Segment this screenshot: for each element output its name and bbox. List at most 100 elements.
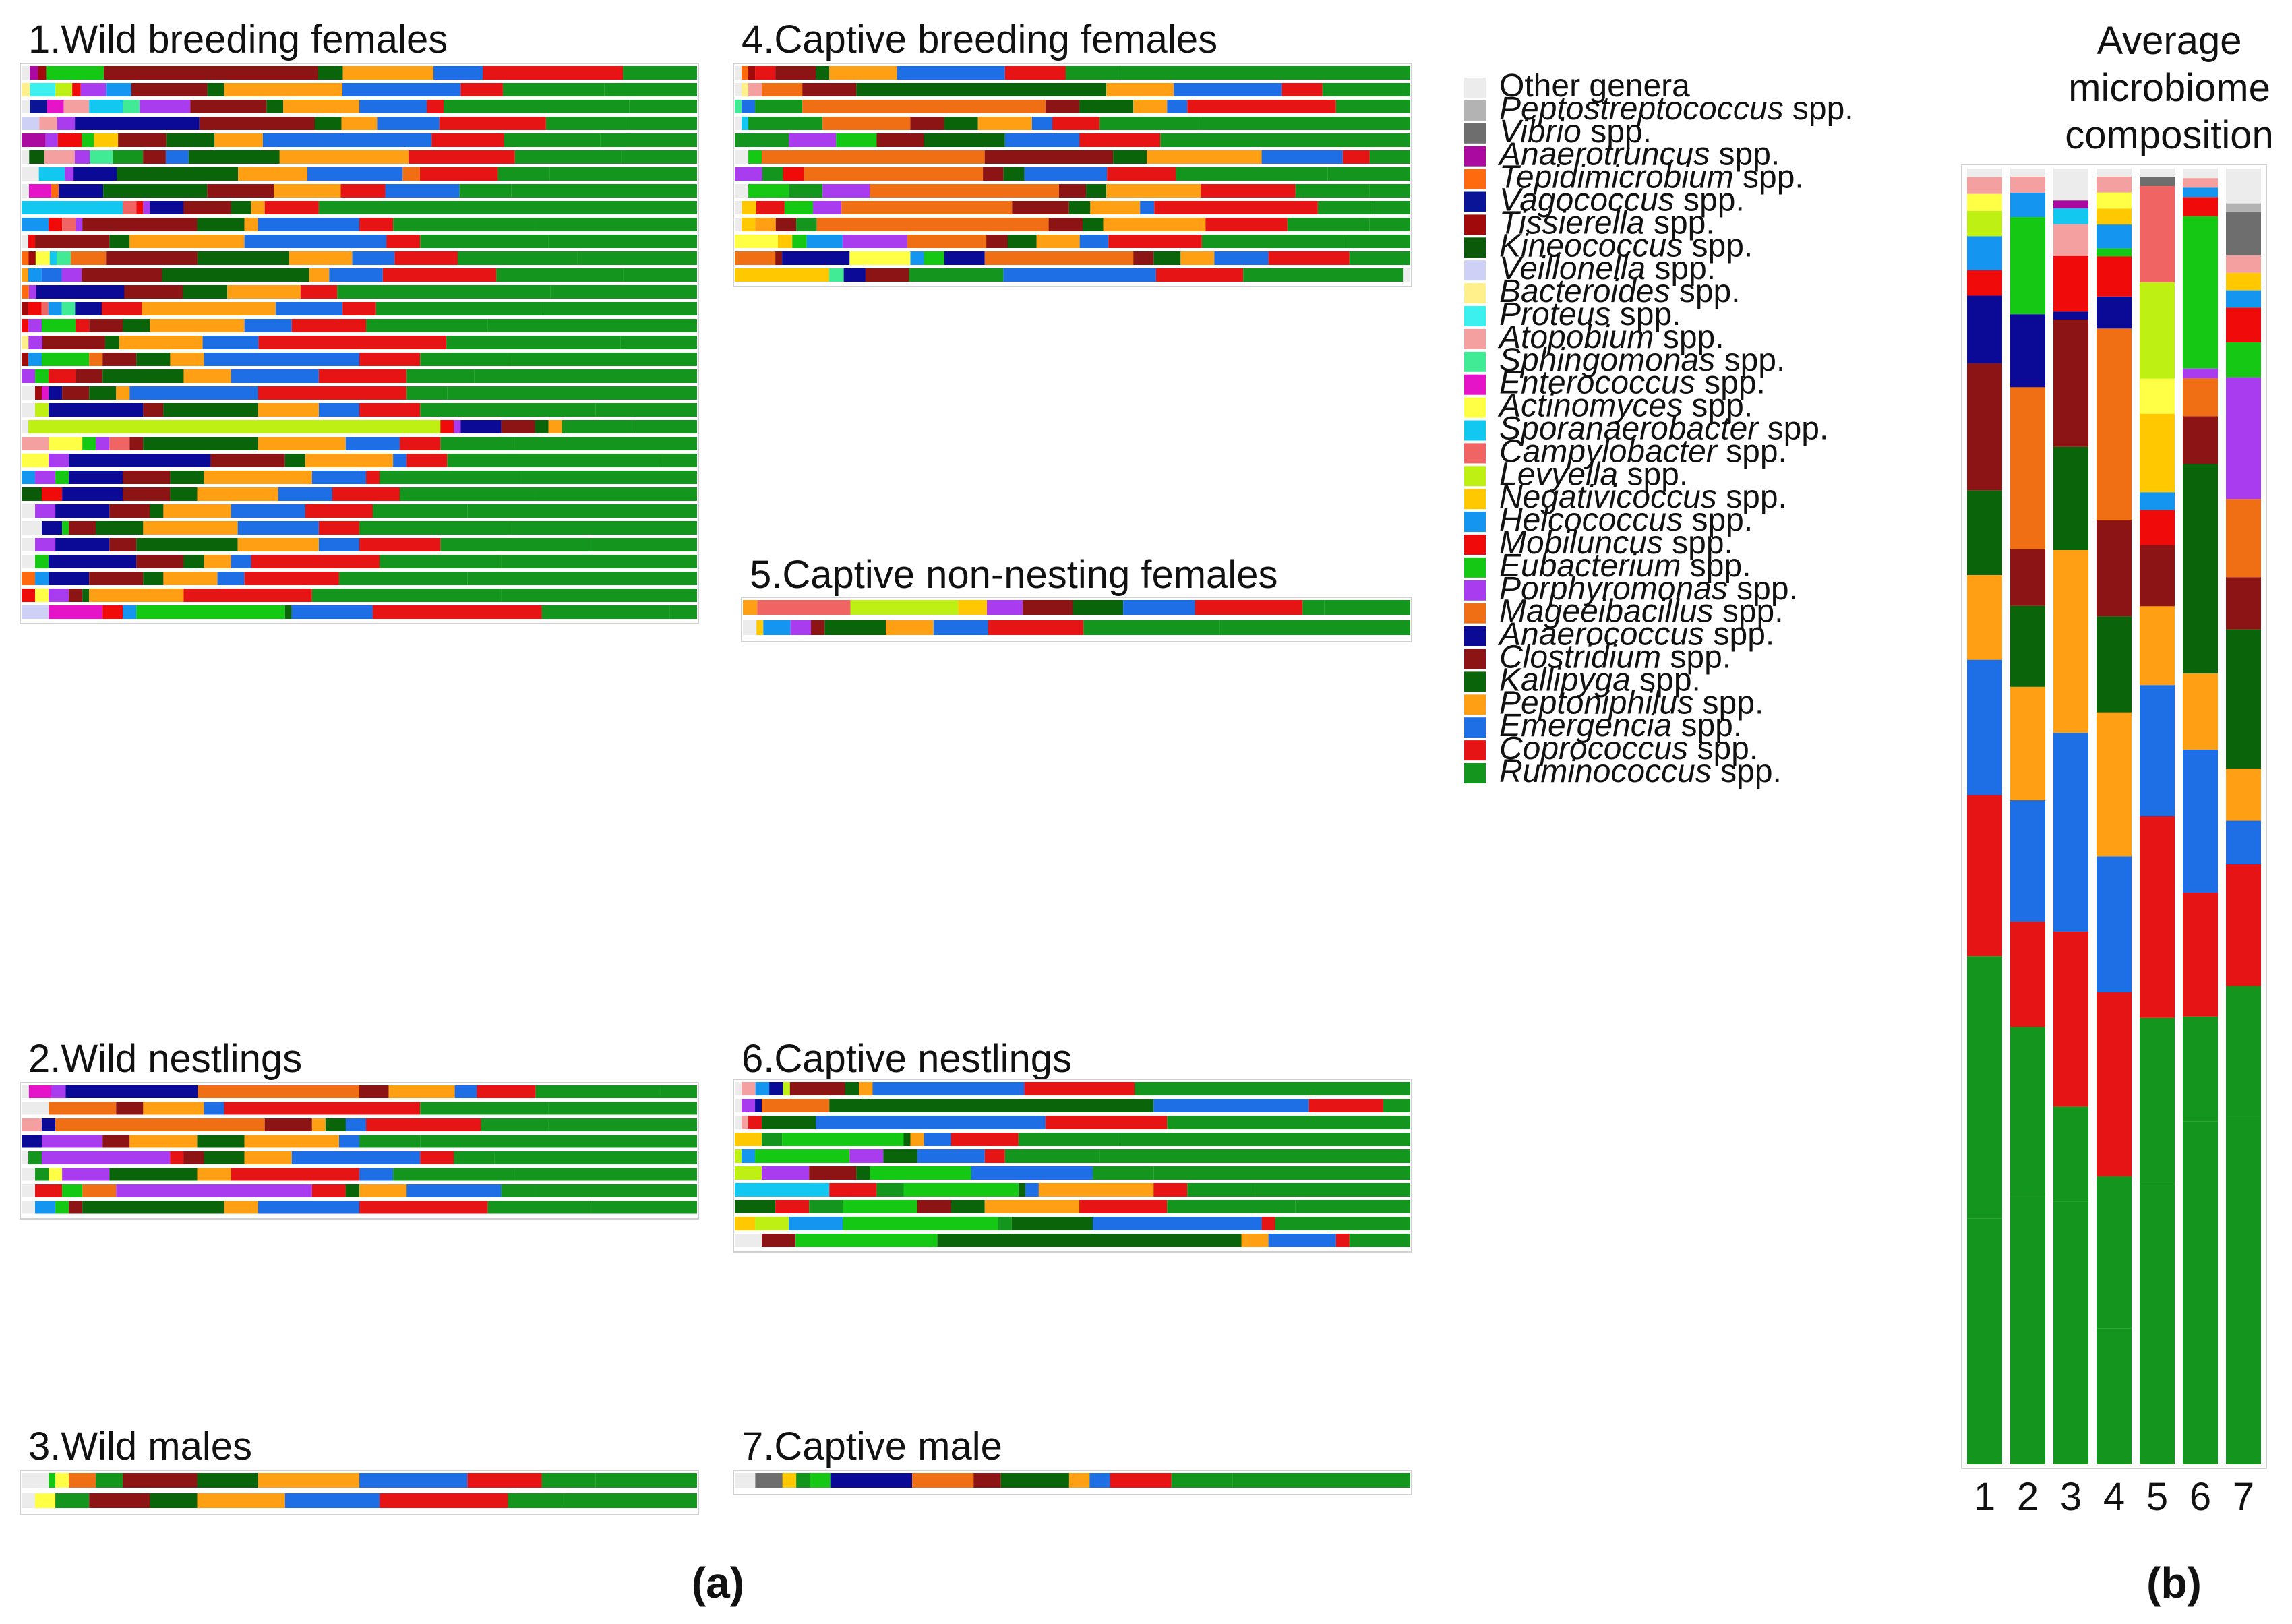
legend-item: Proteus spp. (1464, 297, 1681, 332)
bar-segment (743, 620, 757, 635)
bar-segment (1346, 235, 1410, 248)
bar-segment (762, 167, 783, 181)
bar-segment (258, 1201, 359, 1214)
bar-segment (508, 1493, 562, 1508)
bar-segment (897, 66, 1005, 80)
bar-segment (22, 150, 30, 164)
bar-segment (903, 1183, 1019, 1197)
column-segment (2183, 178, 2218, 188)
bar-segment (595, 1473, 697, 1488)
column-segment (1967, 177, 2002, 194)
bar-segment (1093, 1166, 1154, 1180)
column-segment (2010, 217, 2045, 315)
bar-segment (1058, 184, 1087, 198)
legend-label: Helcococcus spp. (1499, 502, 1753, 538)
column-segment (2226, 169, 2261, 204)
bar-segment (1167, 1116, 1410, 1129)
bar-segment (129, 437, 144, 450)
bar-segment (474, 369, 697, 383)
bar-segment (777, 235, 793, 248)
bar-segment (258, 386, 407, 400)
legend-swatch (1464, 123, 1486, 144)
sample-bar (735, 1149, 1410, 1163)
bar-segment (69, 471, 123, 484)
bar-segment (35, 1168, 49, 1181)
bar-segment (757, 600, 851, 615)
bar-segment (809, 1166, 857, 1180)
bar-segment (748, 83, 762, 96)
bar-segment (22, 572, 36, 585)
bar-segment (420, 1102, 549, 1115)
column-segment (2010, 605, 2045, 687)
bar-segment (41, 268, 62, 282)
column-segment (1967, 956, 2002, 1219)
bar-segment (49, 386, 63, 400)
bar-segment (589, 1201, 697, 1214)
bar-segment (933, 620, 988, 635)
bar-segment (971, 1166, 1093, 1180)
bar-segment (183, 285, 227, 299)
bar-segment (735, 167, 762, 181)
bar-segment (82, 1184, 117, 1197)
bar-segment (1403, 83, 1410, 96)
sample-bar (22, 605, 697, 619)
column-segment (2097, 248, 2132, 257)
bar-segment (393, 218, 535, 231)
bar-segment (143, 403, 164, 417)
bar-segment (279, 150, 409, 164)
bar-segment (123, 471, 171, 484)
sample-bar (22, 83, 697, 96)
bar-segment (1369, 184, 1410, 198)
bar-segment (29, 184, 52, 198)
legend-label: Sphingomonas spp. (1499, 342, 1785, 378)
bar-segment (431, 133, 504, 147)
bar-segment (1045, 1116, 1168, 1129)
bar-segment (789, 133, 837, 147)
bar-segment (163, 403, 258, 417)
bar-segment (1106, 184, 1201, 198)
sample-bar (22, 319, 697, 332)
avg-title-line-3: composition (2065, 113, 2273, 157)
column-segment (2097, 192, 2132, 209)
sample-bar (735, 117, 1410, 130)
bar-segment (30, 66, 38, 80)
column-segment (2053, 255, 2088, 312)
legend-label: Tepidimicrobium spp. (1499, 160, 1804, 196)
bar-segment (82, 268, 162, 282)
bar-segment (789, 1082, 845, 1095)
bar-segment (49, 403, 144, 417)
sample-bar (735, 167, 1410, 181)
bar-segment (748, 117, 823, 130)
bar-segment (170, 487, 198, 501)
bar-segment (454, 1085, 477, 1098)
avg-column (2053, 169, 2088, 1464)
bar-segment (198, 1085, 359, 1098)
bar-segment (1003, 268, 1156, 282)
column-segment (1967, 295, 2002, 363)
bar-segment (82, 437, 96, 450)
bar-segment (1295, 1200, 1410, 1213)
bar-segment (763, 620, 791, 635)
sample-bar (22, 100, 697, 113)
column-segment (2053, 200, 2088, 208)
bar-segment (311, 589, 502, 602)
bar-segment (380, 555, 502, 568)
bar-segment (755, 218, 776, 231)
column-segment (2183, 197, 2218, 216)
bar-segment (755, 1149, 850, 1163)
bar-segment (22, 1118, 42, 1131)
sample-bar (735, 201, 1410, 214)
bar-segment (521, 471, 697, 484)
bar-segment (755, 1099, 762, 1112)
bar-segment (341, 117, 378, 130)
bar-segment (72, 83, 81, 96)
bar-segment (394, 251, 458, 265)
bar-segment (406, 454, 448, 467)
bar-segment (202, 336, 259, 349)
bar-segment (548, 1118, 697, 1131)
bar-segment (447, 454, 663, 467)
bar-segment (28, 302, 42, 315)
legend-swatch (1464, 671, 1486, 692)
bar-segment (359, 1184, 407, 1197)
bar-segment (338, 572, 468, 585)
